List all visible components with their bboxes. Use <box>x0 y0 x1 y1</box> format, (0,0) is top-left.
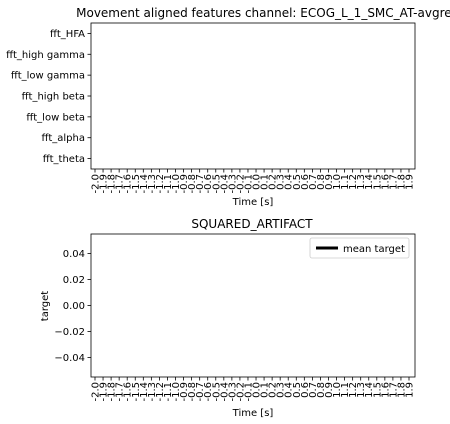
chart2-x-tick-label: 1.9 <box>405 382 416 398</box>
chart1-x-axis-label: Time [s] <box>232 197 274 208</box>
chart2-x-tick-labels: -2.0-1.9-1.8-1.7-1.6-1.5-1.4-1.3-1.2-1.1… <box>91 377 416 402</box>
chart1-y-tick-label: fft_alpha <box>41 133 85 144</box>
chart2-legend: mean target <box>310 238 409 258</box>
chart1-plot-area <box>91 23 415 169</box>
chart2-y-tick-label: −0.02 <box>54 327 85 338</box>
chart2-title: SQUARED_ARTIFACT <box>191 217 313 231</box>
target-line-chart: SQUARED_ARTIFACT 0.040.020.00−0.02−0.04 … <box>40 217 416 419</box>
chart1-title: Movement aligned features channel: ECOG_… <box>76 6 450 20</box>
chart1-y-tick-label: fft_low beta <box>26 112 85 123</box>
chart1-y-tick-label: fft_theta <box>43 154 85 165</box>
chart2-y-tick-label: −0.04 <box>54 353 85 364</box>
chart1-x-tick-labels: -2.0-1.9-1.8-1.7-1.6-1.5-1.4-1.3-1.2-1.1… <box>91 169 416 194</box>
chart2-y-tick-label: 0.00 <box>63 301 85 312</box>
chart2-x-axis-label: Time [s] <box>232 408 274 419</box>
chart1-y-tick-label: fft_high gamma <box>6 50 85 61</box>
chart2-y-tick-label: 0.02 <box>63 275 85 286</box>
chart1-y-tick-label: fft_low gamma <box>11 71 85 82</box>
legend-label-mean-target: mean target <box>343 244 405 255</box>
chart1-y-tick-labels: fft_HFA fft_high gamma fft_low gamma fft_hi… <box>6 29 91 165</box>
chart2-y-tick-labels: 0.04 0.02 0.00 −0.02 −0.04 <box>54 249 91 364</box>
features-heatmap-chart: Movement aligned features channel: ECOG_… <box>6 6 450 208</box>
chart1-y-tick-label: fft_HFA <box>50 29 85 40</box>
chart1-y-tick-label: fft_high beta <box>22 92 85 103</box>
chart2-y-axis-label: target <box>40 291 51 321</box>
chart2-y-tick-label: 0.04 <box>63 249 85 260</box>
chart1-x-tick-label: 1.9 <box>405 174 416 190</box>
